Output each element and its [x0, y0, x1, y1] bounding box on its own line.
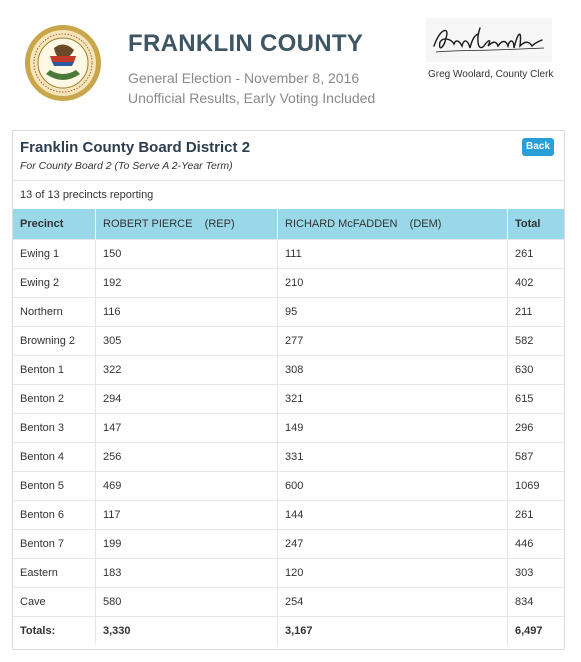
cell-precinct: Benton 1 [13, 355, 96, 385]
cell-precinct: Benton 5 [13, 471, 96, 501]
cell-precinct: Ewing 1 [13, 239, 96, 269]
cell-pierce-votes: 150 [95, 239, 278, 269]
cell-pierce-votes: 322 [95, 355, 278, 385]
cell-total-votes: 296 [507, 413, 564, 443]
cell-pierce-votes: 116 [95, 297, 278, 327]
back-button[interactable]: Back [522, 138, 554, 156]
cell-total-votes: 582 [507, 326, 564, 356]
cell-pierce-votes: 117 [95, 500, 278, 530]
cell-mcfadden-votes: 308 [277, 355, 508, 385]
totals-pierce: 3,330 [95, 616, 278, 645]
table-row: Benton 2 294 321 615 [13, 384, 564, 414]
race-title: Franklin County Board District 2 [20, 139, 251, 156]
column-header-total: Total [507, 209, 564, 240]
table-row: Ewing 2 192 210 402 [13, 268, 564, 298]
table-header-row: Precinct ROBERT PIERCE (REP) RICHARD McF… [13, 209, 564, 240]
cell-mcfadden-votes: 144 [277, 500, 508, 530]
state-seal-icon [25, 25, 101, 101]
results-note: Unofficial Results, Early Voting Include… [128, 90, 376, 106]
cell-precinct: Benton 2 [13, 384, 96, 414]
results-table: Precinct ROBERT PIERCE (REP) RICHARD McF… [13, 209, 564, 645]
precincts-reporting: 13 of 13 precincts reporting [20, 189, 154, 201]
cell-pierce-votes: 147 [95, 413, 278, 443]
cell-mcfadden-votes: 95 [277, 297, 508, 327]
page-title: FRANKLIN COUNTY [128, 30, 364, 57]
cell-pierce-votes: 192 [95, 268, 278, 298]
cell-total-votes: 615 [507, 384, 564, 414]
table-row: Benton 4 256 331 587 [13, 442, 564, 472]
cell-total-votes: 402 [507, 268, 564, 298]
cell-total-votes: 834 [507, 587, 564, 617]
table-row: Eastern 183 120 303 [13, 558, 564, 588]
totals-mcfadden: 3,167 [277, 616, 508, 645]
cell-pierce-votes: 183 [95, 558, 278, 588]
table-row: Benton 6 117 144 261 [13, 500, 564, 530]
cell-precinct: Benton 3 [13, 413, 96, 443]
totals-row: Totals: 3,330 3,167 6,497 [13, 616, 564, 645]
cell-precinct: Benton 6 [13, 500, 96, 530]
cell-precinct: Northern [13, 297, 96, 327]
page-subtitle: General Election - November 8, 2016 Unof… [128, 68, 375, 108]
cell-precinct: Benton 7 [13, 529, 96, 559]
results-panel: Franklin County Board District 2 For Cou… [12, 130, 565, 650]
cell-precinct: Ewing 2 [13, 268, 96, 298]
cell-precinct: Browning 2 [13, 326, 96, 356]
cell-precinct: Benton 4 [13, 442, 96, 472]
cell-mcfadden-votes: 149 [277, 413, 508, 443]
column-header-precinct: Precinct [13, 209, 96, 240]
table-row: Cave 580 254 834 [13, 587, 564, 617]
table-row: Northern 116 95 211 [13, 297, 564, 327]
cell-total-votes: 261 [507, 500, 564, 530]
table-row: Browning 2 305 277 582 [13, 326, 564, 356]
clerk-signature [426, 18, 552, 62]
table-row: Benton 1 322 308 630 [13, 355, 564, 385]
cell-precinct: Eastern [13, 558, 96, 588]
cell-pierce-votes: 305 [95, 326, 278, 356]
cell-total-votes: 211 [507, 297, 564, 327]
results-body: Ewing 1 150 111 261 Ewing 2 192 210 402 Northern… [13, 239, 564, 617]
cell-mcfadden-votes: 600 [277, 471, 508, 501]
cell-total-votes: 587 [507, 442, 564, 472]
column-header-richard-mcfadden: RICHARD McFADDEN (DEM) [277, 209, 508, 240]
cell-pierce-votes: 469 [95, 471, 278, 501]
county-clerk-name: Greg Woolard, County Clerk [428, 69, 554, 80]
cell-mcfadden-votes: 120 [277, 558, 508, 588]
cell-pierce-votes: 199 [95, 529, 278, 559]
cell-mcfadden-votes: 254 [277, 587, 508, 617]
cell-mcfadden-votes: 210 [277, 268, 508, 298]
election-name: General Election - November 8, 2016 [128, 70, 360, 86]
cell-pierce-votes: 294 [95, 384, 278, 414]
cell-mcfadden-votes: 247 [277, 529, 508, 559]
cell-mcfadden-votes: 331 [277, 442, 508, 472]
race-header: Franklin County Board District 2 For Cou… [13, 131, 564, 181]
cell-pierce-votes: 580 [95, 587, 278, 617]
cell-mcfadden-votes: 111 [277, 239, 508, 269]
cell-mcfadden-votes: 277 [277, 326, 508, 356]
cell-precinct: Cave [13, 587, 96, 617]
cell-pierce-votes: 256 [95, 442, 278, 472]
cell-total-votes: 261 [507, 239, 564, 269]
totals-label: Totals: [13, 616, 96, 645]
cell-mcfadden-votes: 321 [277, 384, 508, 414]
totals-total: 6,497 [507, 616, 564, 645]
table-row: Benton 5 469 600 1069 [13, 471, 564, 501]
cell-total-votes: 446 [507, 529, 564, 559]
page-header: FRANKLIN COUNTY General Election - Novem… [0, 0, 581, 128]
cell-total-votes: 1069 [507, 471, 564, 501]
table-row: Ewing 1 150 111 261 [13, 239, 564, 269]
cell-total-votes: 630 [507, 355, 564, 385]
table-row: Benton 3 147 149 296 [13, 413, 564, 443]
column-header-robert-pierce: ROBERT PIERCE (REP) [95, 209, 278, 240]
cell-total-votes: 303 [507, 558, 564, 588]
race-subtitle: For County Board 2 (To Serve A 2-Year Te… [20, 160, 233, 172]
table-row: Benton 7 199 247 446 [13, 529, 564, 559]
